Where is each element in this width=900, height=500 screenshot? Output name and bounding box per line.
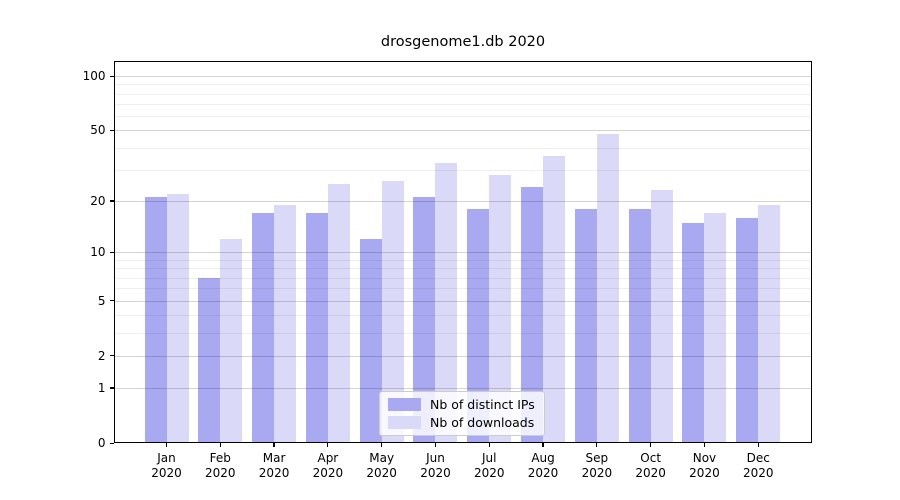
gridline-minor: [114, 315, 812, 317]
bar-nb-of-distinct-ips-oct-2020: [628, 208, 651, 443]
bar-nb-of-downloads-mar-2020: [274, 204, 297, 443]
gridline-minor: [114, 277, 812, 279]
gridline-major: [114, 200, 812, 202]
plot-area: [114, 61, 812, 443]
x-tick-label: Aug 2020: [527, 451, 559, 480]
y-tick-label: 5: [97, 293, 106, 308]
bar-nb-of-distinct-ips-jan-2020: [144, 197, 167, 443]
x-tick-label: Apr 2020: [312, 451, 344, 480]
x-tick-label: Jan 2020: [151, 451, 182, 480]
gridline-minor: [114, 93, 812, 95]
x-tick-mark: [650, 443, 652, 447]
y-tick-mark: [109, 387, 114, 389]
x-tick-label: Dec 2020: [742, 451, 774, 480]
y-tick-mark: [109, 75, 114, 77]
x-tick-label: Nov 2020: [689, 451, 720, 480]
y-tick-label: 10: [90, 245, 106, 260]
legend-label-distinct-ips: Nb of distinct IPs: [430, 397, 535, 412]
x-tick-mark: [703, 443, 706, 447]
chart-title: drosgenome1.db 2020: [380, 34, 546, 50]
gridline-major: [114, 300, 812, 302]
y-tick-mark: [109, 129, 114, 132]
legend-swatch-downloads: [388, 416, 421, 429]
x-tick-mark: [542, 443, 544, 447]
grid-layer: [114, 61, 812, 443]
gridline-minor: [114, 259, 812, 261]
bar-nb-of-downloads-sep-2020: [596, 133, 619, 443]
x-tick-mark: [273, 443, 275, 447]
y-tick-mark: [109, 355, 114, 357]
x-tick-mark: [219, 443, 221, 447]
bar-nb-of-downloads-feb-2020: [220, 239, 243, 443]
x-tick-mark: [165, 443, 168, 447]
y-tick-mark: [109, 300, 114, 302]
y-tick-mark: [109, 251, 114, 253]
bars-layer: [114, 61, 812, 443]
bar-nb-of-distinct-ips-apr-2020: [305, 213, 328, 443]
x-tick-mark: [596, 443, 598, 447]
bar-nb-of-downloads-oct-2020: [650, 190, 673, 443]
y-tick-label: 100: [82, 69, 106, 84]
y-tick-label: 50: [90, 123, 106, 138]
x-tick-label: Sep 2020: [581, 451, 613, 480]
bar-nb-of-downloads-apr-2020: [327, 183, 350, 443]
bar-nb-of-downloads-jul-2020: [489, 175, 512, 443]
bar-nb-of-distinct-ips-mar-2020: [252, 213, 275, 443]
bar-nb-of-distinct-ips-aug-2020: [521, 187, 544, 443]
gridline-major: [114, 76, 812, 78]
y-tick-label: 2: [97, 348, 106, 363]
bar-nb-of-distinct-ips-sep-2020: [574, 208, 597, 443]
gridline-minor: [114, 116, 812, 118]
gridline-major: [114, 355, 812, 357]
gridline-major: [114, 130, 812, 132]
bar-nb-of-distinct-ips-nov-2020: [682, 222, 705, 443]
x-tick-label: May 2020: [366, 451, 397, 480]
legend-swatch-distinct-ips: [388, 398, 421, 411]
x-tick-label: Oct 2020: [635, 451, 666, 480]
legend-item-downloads: Nb of downloads: [388, 415, 535, 430]
gridline-minor: [114, 268, 812, 270]
x-tick-mark: [381, 443, 383, 447]
gridline-minor: [114, 104, 812, 106]
gridline-minor: [114, 288, 812, 290]
bar-nb-of-distinct-ips-feb-2020: [198, 277, 221, 443]
gridline-major: [114, 387, 812, 389]
x-tick-label: Jul 2020: [473, 451, 505, 480]
gridline-major: [114, 252, 812, 254]
bar-nb-of-distinct-ips-jul-2020: [467, 208, 490, 443]
bar-nb-of-downloads-dec-2020: [758, 204, 781, 443]
bar-nb-of-distinct-ips-may-2020: [359, 239, 382, 443]
bar-nb-of-distinct-ips-jun-2020: [413, 197, 436, 443]
x-tick-mark: [434, 443, 437, 447]
x-tick-mark: [488, 443, 490, 447]
legend-item-distinct-ips: Nb of distinct IPs: [388, 397, 535, 412]
y-tick-mark: [109, 200, 114, 202]
y-tick-label: 20: [90, 193, 106, 208]
legend-label-downloads: Nb of downloads: [430, 415, 535, 430]
y-tick-label: 0: [97, 436, 106, 450]
x-tick-mark: [757, 443, 759, 447]
bar-nb-of-downloads-aug-2020: [543, 155, 566, 443]
bar-nb-of-downloads-jan-2020: [166, 193, 189, 443]
gridline-minor: [114, 169, 812, 171]
bar-nb-of-downloads-nov-2020: [704, 213, 727, 443]
legend: Nb of distinct IPs Nb of downloads: [379, 391, 545, 436]
bar-nb-of-downloads-jun-2020: [435, 162, 458, 443]
bar-nb-of-downloads-may-2020: [381, 180, 404, 443]
x-tick-label: Mar 2020: [258, 451, 290, 480]
x-tick-label: Feb 2020: [205, 451, 236, 480]
x-tick-mark: [327, 443, 329, 447]
gridline-minor: [114, 332, 812, 334]
gridline-minor: [114, 84, 812, 86]
gridline-minor: [114, 147, 812, 149]
y-tick-label: 1: [97, 380, 106, 395]
bar-nb-of-distinct-ips-dec-2020: [736, 217, 759, 443]
x-tick-label: Jun 2020: [420, 451, 451, 480]
y-tick-mark: [109, 442, 114, 444]
